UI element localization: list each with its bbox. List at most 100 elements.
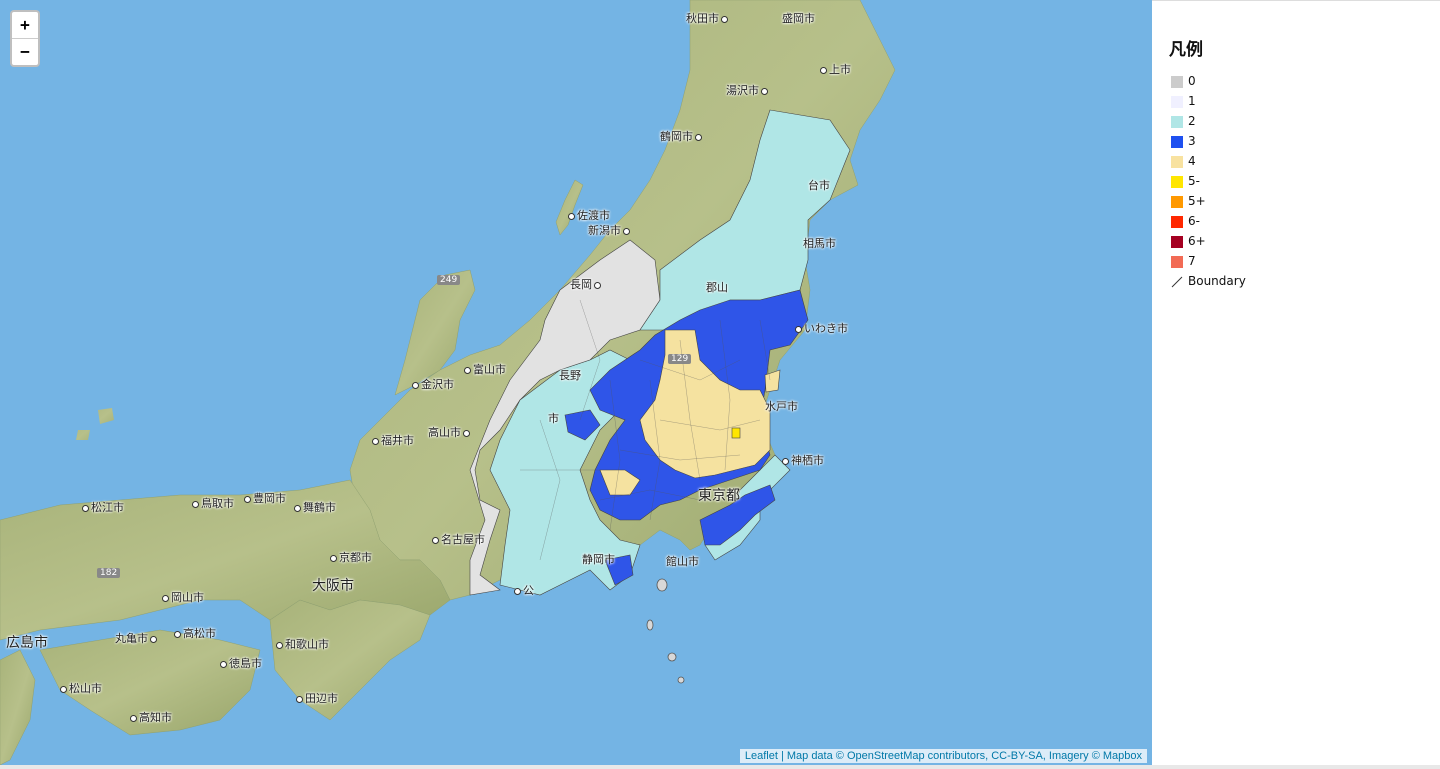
city-label: 丸亀市 xyxy=(115,630,159,646)
city-label: 金沢市 xyxy=(410,376,454,392)
city-label: 鶴岡市 xyxy=(660,128,704,144)
legend-item-label: 5- xyxy=(1188,174,1200,188)
legend-swatch xyxy=(1171,195,1183,208)
city-label: 松山市 xyxy=(58,680,102,696)
legend-swatch xyxy=(1171,215,1183,228)
region-level-5minus xyxy=(731,427,741,439)
city-label: 新潟市 xyxy=(588,222,632,238)
legend-item-label: 6+ xyxy=(1188,234,1206,248)
legend-swatch xyxy=(1171,255,1183,268)
city-label: 秋田市 xyxy=(686,10,730,26)
city-label: 松江市 xyxy=(80,499,124,515)
municipal-boundaries xyxy=(520,299,771,561)
legend-item: 4 xyxy=(1171,154,1196,170)
legend-swatch xyxy=(1171,115,1183,128)
city-label: 高松市 xyxy=(172,625,216,641)
map-attribution: Leaflet | Map data © OpenStreetMap contr… xyxy=(739,749,1147,763)
city-label: 鳥取市 xyxy=(190,495,234,511)
legend-item-label: 7 xyxy=(1188,254,1196,268)
legend-swatch xyxy=(1171,235,1183,248)
city-label: 高知市 xyxy=(128,709,172,725)
city-label: 神栖市 xyxy=(780,452,824,468)
legend-swatch xyxy=(1171,75,1183,88)
region-level-3b xyxy=(564,409,601,441)
zoom-in-button[interactable]: + xyxy=(20,15,30,34)
legend-swatch xyxy=(1171,175,1183,188)
city-label: 公 xyxy=(512,582,534,598)
city-label: 長野 xyxy=(559,369,581,382)
land-noto xyxy=(394,269,476,396)
legend-item-label: 0 xyxy=(1188,74,1196,88)
legend-item-label: 2 xyxy=(1188,114,1196,128)
city-label: 舞鶴市 xyxy=(292,499,336,515)
road-shield: 249 xyxy=(437,275,461,285)
legend-item: 7 xyxy=(1171,254,1196,270)
road-shield: 182 xyxy=(97,568,121,578)
city-label: 京都市 xyxy=(328,549,372,565)
legend-item-label: 4 xyxy=(1188,154,1196,168)
city-label: 田辺市 xyxy=(294,690,338,706)
city-label: 大阪市 xyxy=(312,578,354,594)
road-shield: 129 xyxy=(668,354,692,364)
land-shikoku xyxy=(39,629,261,736)
zoom-out-button[interactable]: − xyxy=(12,38,38,65)
zoom-control: + − xyxy=(10,10,40,67)
legend-item-label: 6- xyxy=(1188,214,1200,228)
legend-item: 1 xyxy=(1171,94,1196,110)
city-label: 湯沢市 xyxy=(726,82,770,98)
city-label: 台市 xyxy=(808,179,830,192)
city-label: 富山市 xyxy=(462,361,506,377)
region-level-4b xyxy=(599,469,641,496)
legend-item-label: 5+ xyxy=(1188,194,1206,208)
land-oki xyxy=(76,408,114,440)
region-level-4 xyxy=(639,329,771,479)
land-kyushu xyxy=(0,649,36,765)
map-view[interactable]: 249 182 129 秋田市 盛岡市 上市 湯沢市 鶴岡市 台市 佐渡市 新潟… xyxy=(0,0,1152,765)
izu-islands xyxy=(646,578,685,684)
city-label: 水戸市 xyxy=(765,400,798,413)
legend-swatch xyxy=(1171,135,1183,148)
city-label: 徳島市 xyxy=(218,655,262,671)
legend-item: 6+ xyxy=(1171,234,1206,250)
legend-item: 3 xyxy=(1171,134,1196,150)
city-label: 広島市 xyxy=(6,635,48,651)
region-level-4c xyxy=(764,369,781,393)
legend-item: 0 xyxy=(1171,74,1196,90)
city-label: 郡山 xyxy=(706,281,728,294)
attribution-text: | Map data © OpenStreetMap contributors,… xyxy=(777,750,1142,762)
region-level-3c xyxy=(699,484,776,546)
legend-item: 6- xyxy=(1171,214,1200,230)
legend-item-label: Boundary xyxy=(1188,274,1246,288)
land-sado xyxy=(555,179,584,236)
city-label: 名古屋市 xyxy=(430,531,485,547)
city-label: 盛岡市 xyxy=(782,12,815,25)
city-label: 相馬市 xyxy=(803,237,836,250)
legend-item: 5+ xyxy=(1171,194,1206,210)
city-label: 福井市 xyxy=(370,432,414,448)
region-level-3d xyxy=(604,554,634,586)
legend-item-label: 1 xyxy=(1188,94,1196,108)
city-label: 館山市 xyxy=(666,555,699,568)
city-label: 豊岡市 xyxy=(242,490,286,506)
leaflet-link[interactable]: Leaflet xyxy=(744,750,778,762)
city-label: 岡山市 xyxy=(160,589,204,605)
city-label: 高山市 xyxy=(428,424,472,440)
city-label: 上市 xyxy=(818,61,851,77)
legend-item: 5- xyxy=(1171,174,1200,190)
legend-item: 2 xyxy=(1171,114,1196,130)
legend-swatch xyxy=(1171,155,1183,168)
legend-swatch xyxy=(1171,95,1183,108)
status-strip xyxy=(0,765,1440,769)
legend-item-label: 3 xyxy=(1188,134,1196,148)
city-label: 長岡 xyxy=(570,276,603,292)
legend-title: 凡例 xyxy=(1169,40,1203,60)
city-label: 静岡市 xyxy=(582,553,615,566)
map-basemap xyxy=(0,0,896,765)
city-label: 市 xyxy=(548,412,559,425)
boundary-line-icon xyxy=(1171,276,1183,287)
legend-item-boundary: Boundary xyxy=(1171,274,1246,290)
city-label: 佐渡市 xyxy=(566,207,610,223)
legend-panel: 凡例 0 1 2 3 4 5- 5+ 6- 6+ 7 Boundary xyxy=(1152,0,1440,766)
city-label-capital: 東京都 xyxy=(698,488,740,504)
city-label: いわき市 xyxy=(793,320,848,336)
